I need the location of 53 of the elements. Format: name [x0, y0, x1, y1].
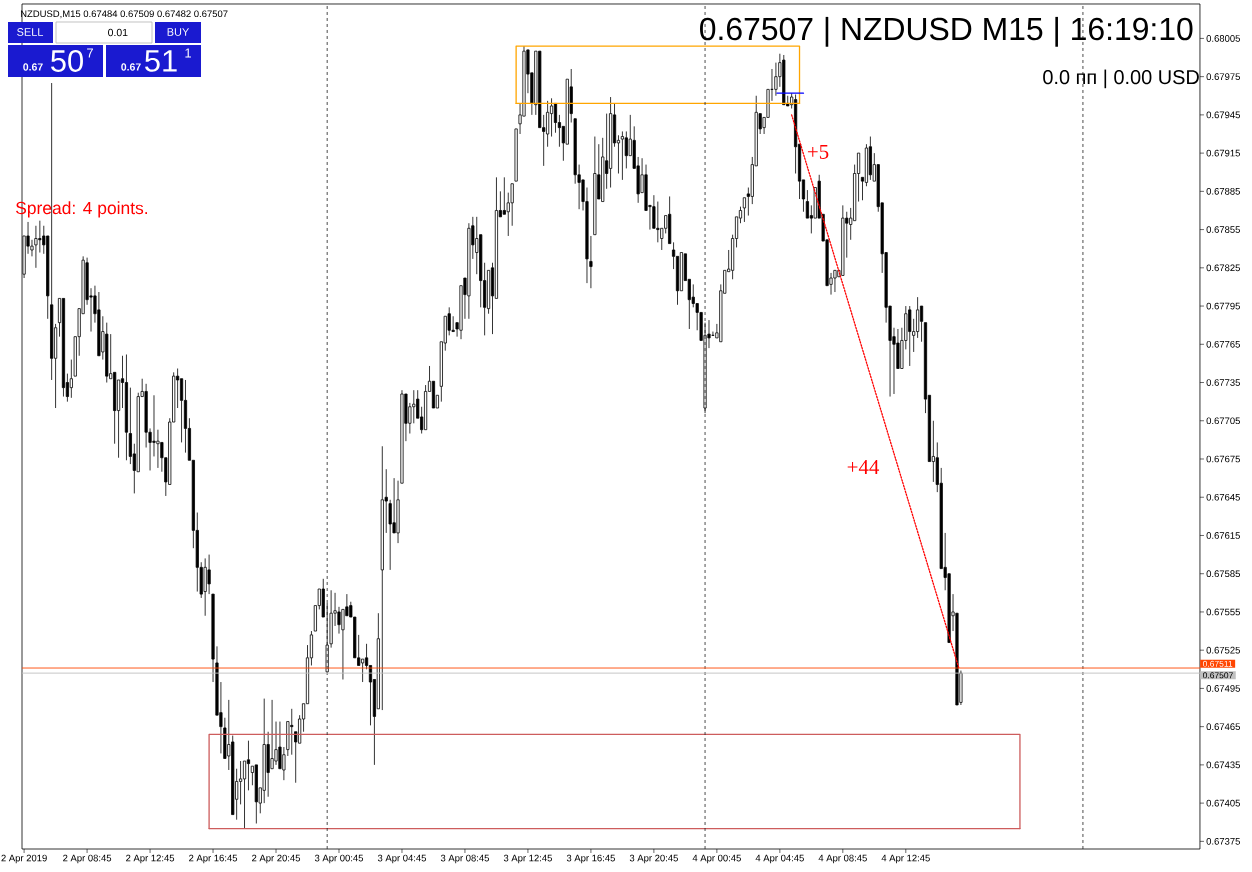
x-tick-label: 3 Apr 00:45: [314, 854, 364, 864]
x-tick-label: 3 Apr 12:45: [503, 854, 552, 864]
y-tick-label: 0.67495: [1206, 685, 1240, 692]
y-tick-label: 0.67915: [1206, 149, 1240, 157]
ref-line-label: 0.67507: [1202, 672, 1233, 679]
y-tick-label: 0.67525: [1206, 646, 1240, 654]
annotation: +44: [847, 460, 880, 474]
annotation: 0.67: [23, 63, 43, 71]
x-tick-label: 2 Apr 12:45: [126, 854, 175, 864]
y-tick-label: 0.67615: [1206, 532, 1240, 539]
y-tick-label: 0.67375: [1206, 838, 1240, 845]
annotation: SELL: [17, 28, 44, 36]
annotation: 50: [51, 50, 83, 72]
x-tick-label: 4 Apr 08:45: [818, 854, 867, 864]
y-tick-label: 0.67945: [1206, 111, 1240, 119]
annotation: 7: [87, 48, 93, 58]
y-tick-label: 0.67675: [1206, 455, 1240, 463]
x-tick-label: 3 Apr 08:45: [440, 854, 490, 864]
text: 0.0 пп | 0.00 USD: [1043, 69, 1199, 89]
y-tick-label: 0.67435: [1206, 761, 1240, 769]
y-tick-label: 0.67405: [1206, 799, 1240, 807]
annotation: 0.01: [108, 28, 128, 37]
x-tick-label: 3 Apr 16:45: [566, 854, 615, 864]
y-tick-label: 0.67975: [1206, 73, 1240, 80]
y-tick-label: 0.67735: [1206, 379, 1240, 386]
y-tick-label: 0.67765: [1206, 340, 1240, 348]
ref-line-label: 0.67511: [1202, 660, 1233, 667]
y-tick-label: 0.67885: [1206, 188, 1240, 195]
annotation: NZDUSD,M15 0.67484 0.67509 0.67482 0.67507: [20, 10, 228, 19]
annotation: 0.67: [121, 63, 141, 71]
y-tick-label: 0.67855: [1206, 226, 1240, 233]
x-tick-label: 3 Apr 04:45: [377, 854, 427, 864]
y-tick-label: 0.67465: [1206, 723, 1240, 730]
x-tick-label: 2 Apr 16:45: [189, 854, 238, 864]
y-tick-label: 0.68005: [1206, 35, 1240, 42]
x-tick-label: 2 Apr 2019: [1, 854, 47, 864]
x-tick-label: 3 Apr 20:45: [629, 854, 678, 864]
y-tick-label: 0.67585: [1206, 570, 1240, 578]
x-tick-label: 4 Apr 04:45: [755, 854, 804, 864]
annotation: 1: [185, 48, 191, 58]
x-tick-label: 2 Apr 08:45: [63, 854, 112, 864]
x-tick-label: 2 Apr 20:45: [252, 854, 301, 864]
annotation: +5: [807, 145, 829, 159]
annotation: BUY: [167, 28, 190, 36]
x-tick-label: 4 Apr 00:45: [692, 854, 741, 864]
y-tick-label: 0.67645: [1206, 493, 1240, 501]
y-tick-label: 0.67795: [1206, 302, 1240, 310]
y-tick-label: 0.67705: [1206, 417, 1240, 425]
y-tick-label: 0.67555: [1206, 608, 1240, 616]
y-tick-label: 0.67825: [1206, 264, 1240, 272]
x-tick-label: 4 Apr 12:45: [881, 854, 930, 864]
annotation: 51: [145, 50, 177, 72]
chart-title: 0.67507 | NZDUSD M15 | 16:19:10: [700, 16, 1193, 47]
